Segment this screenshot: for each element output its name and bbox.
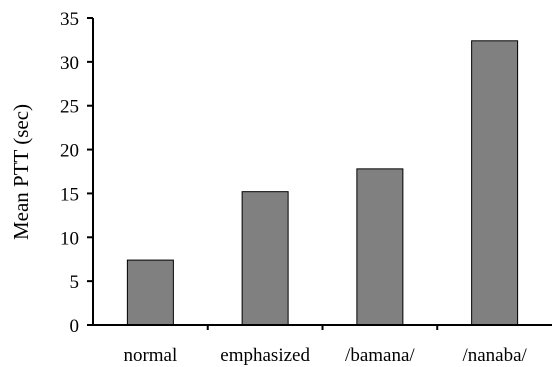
bar-0 [126,259,174,326]
x-category-label: normal [123,345,177,366]
y-tick-label: 35 [60,9,79,30]
y-tick-label: 15 [60,184,79,205]
y-tick-label: 30 [60,53,79,74]
y-tick-label: 5 [70,272,80,293]
y-axis-ticks: 0 5 10 15 20 25 30 35 [60,9,93,337]
axes [92,18,552,330]
y-tick-label: 25 [60,97,79,118]
x-axis-labels: normal emphasized/bamana/ /nanaba/ [123,345,527,366]
bars [126,40,519,326]
y-axis-title: Mean PTT (sec) [9,104,33,240]
bar-1 [241,191,289,326]
x-category-label: emphasized [220,345,310,366]
y-tick-label: 0 [70,316,80,337]
bar-3 [471,40,519,326]
x-category-label: /nanaba/ [462,345,527,366]
bar-2 [356,168,404,326]
y-tick-label: 20 [60,141,79,162]
y-tick-label: 10 [60,228,79,249]
x-category-label: /bamana/ [345,345,415,366]
